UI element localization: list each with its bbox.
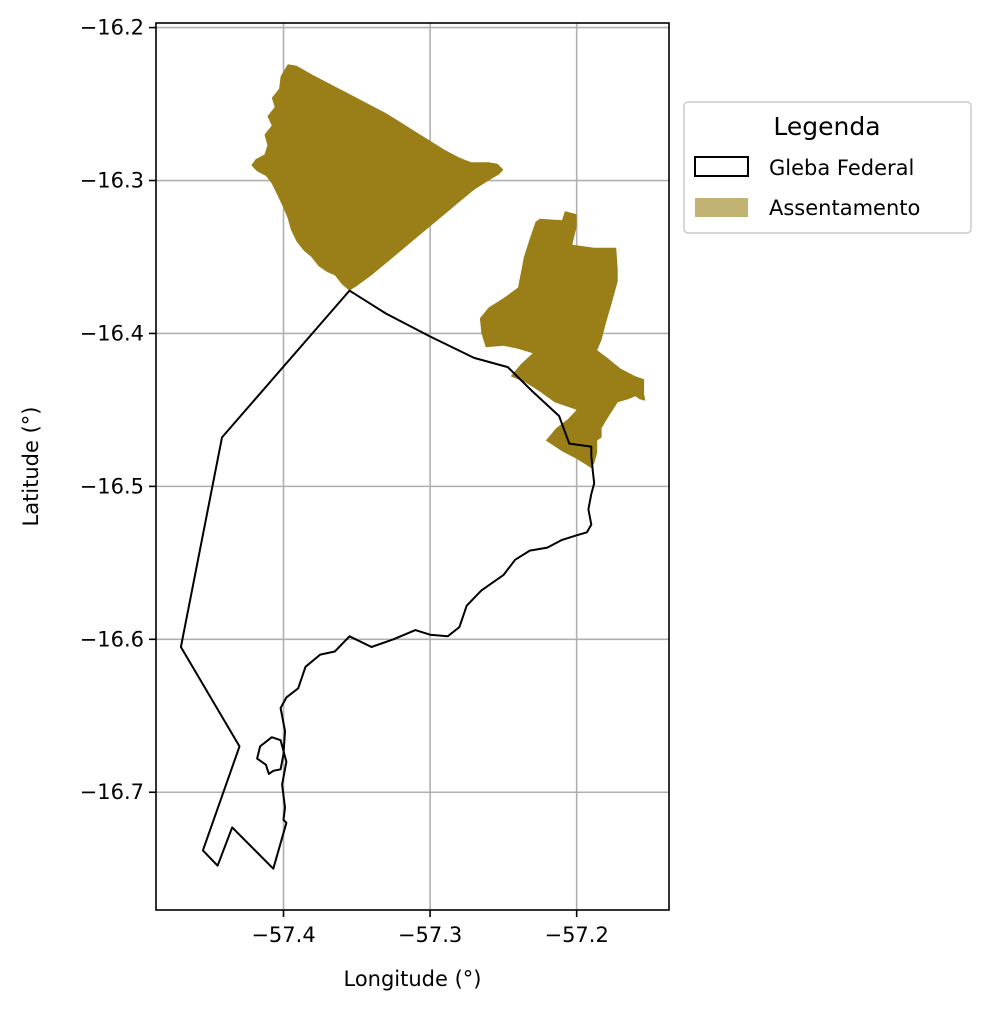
x-tick-label: −57.4 [251,923,315,947]
layer-gleba-federal [179,289,596,870]
legend-title: Legenda [773,112,880,141]
legend-swatch-gleba-federal [694,156,749,177]
y-tick-label: −16.4 [80,321,144,345]
legend-swatch-assentamento [695,198,748,217]
legend-label-assentamento: Assentamento [769,196,920,220]
layer-assentamento [251,64,646,468]
legend-label-gleba-federal: Gleba Federal [769,156,914,180]
gleba-federal-polygon [179,289,596,870]
y-tick-label: −16.6 [80,627,144,651]
legend: Legenda Gleba Federal Assentamento [683,101,972,234]
assentamento-polygon [479,211,646,468]
map-layers [179,64,646,870]
x-tick-label: −57.2 [544,923,608,947]
plot-frame [155,22,670,911]
y-tick-label: −16.7 [80,780,144,804]
x-axis-label: Longitude (°) [343,967,481,991]
legend-box [683,101,972,234]
y-tick-label: −16.2 [80,16,144,40]
y-tick-label: −16.5 [80,474,144,498]
y-tick-label: −16.3 [80,169,144,193]
y-axis-label: Latitude (°) [19,407,43,527]
assentamento-polygon [251,64,504,291]
x-tick-label: −57.3 [398,923,462,947]
axis-ticks: −57.4 −57.3 −57.2 −16.2 −16.3 −16.4 −16.5 −16.6… [80,16,609,947]
